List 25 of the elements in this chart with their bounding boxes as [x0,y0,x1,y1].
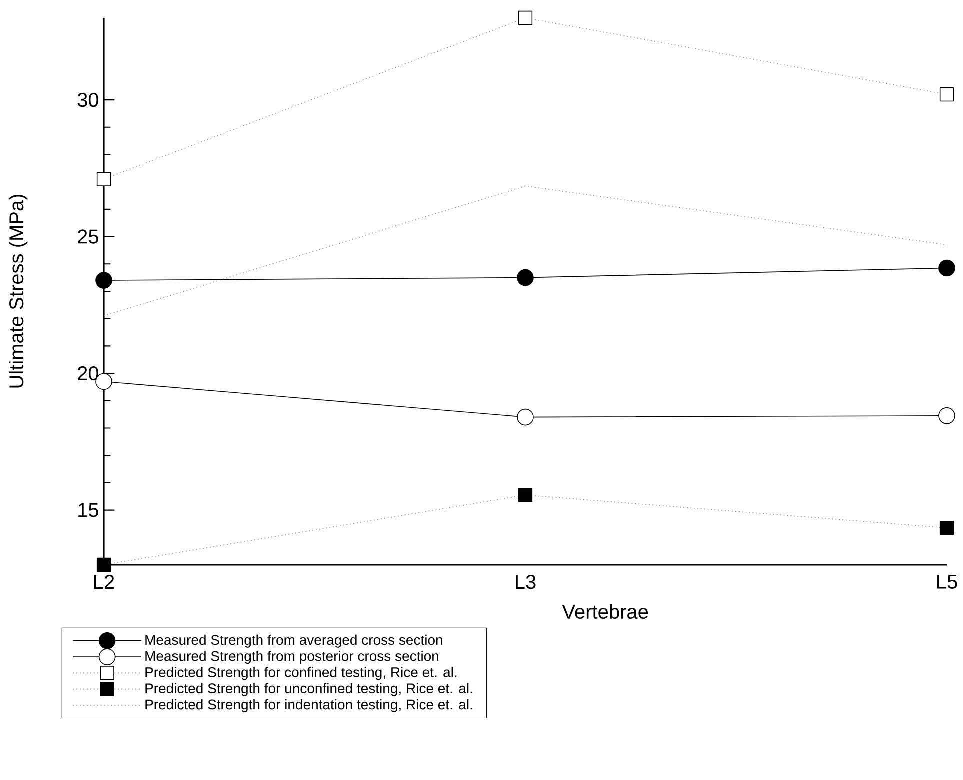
point [96,172,112,186]
point [517,269,534,286]
x-tick-label: L3 [516,575,536,590]
legend-label: Predicted Strength for confined testing, Rice et. al. [146,667,457,680]
point [938,408,956,424]
legend-label: Measured Strength from averaged cross section [146,634,442,648]
point [938,260,956,277]
legend-label: Predicted Strength for unconfined testing, Rice et. al. [146,683,472,696]
y-tick-label: 15 [78,503,98,518]
y-axis-title: Ultimate Stress (MPa) [9,194,28,388]
legend-label: Measured Strength from posterior cross section [146,650,438,664]
point [518,488,533,502]
legend-label: Predicted Strength for indentation testing, Rice et. al. [146,699,472,712]
y-tick-label: 20 [78,366,98,381]
point [96,272,112,289]
y-tick-label: 30 [78,92,98,108]
x-tick-label: L5 [938,575,958,589]
point [518,10,533,26]
x-tick-label: L2 [94,575,114,589]
point [940,88,954,102]
point [96,558,112,572]
point [517,408,534,426]
y-tick-label: 25 [78,230,98,244]
x-axis-title: Vertebrae [562,604,648,620]
point [940,521,954,536]
